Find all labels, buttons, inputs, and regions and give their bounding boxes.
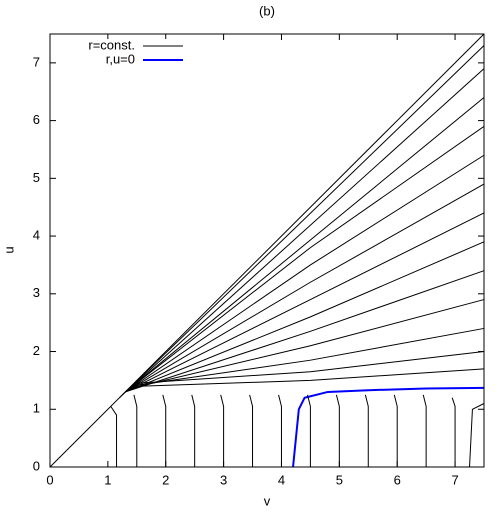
curve bbox=[125, 241, 485, 393]
x-tick-label: 0 bbox=[46, 472, 53, 487]
x-tick-label: 6 bbox=[394, 472, 401, 487]
legend-bg bbox=[75, 39, 195, 53]
y-axis-label: u bbox=[1, 246, 16, 253]
y-tick-label: 0 bbox=[33, 458, 40, 473]
curve bbox=[393, 394, 398, 467]
curve bbox=[119, 45, 485, 399]
curve bbox=[249, 394, 254, 467]
curve bbox=[162, 394, 167, 467]
curve bbox=[110, 406, 118, 467]
y-tick-label: 7 bbox=[33, 54, 40, 69]
curve bbox=[128, 299, 485, 390]
curve bbox=[49, 33, 485, 468]
curve bbox=[133, 394, 138, 467]
curve bbox=[136, 351, 485, 384]
curve bbox=[130, 327, 485, 387]
curve bbox=[451, 397, 456, 467]
curve bbox=[125, 212, 485, 393]
curve bbox=[292, 386, 485, 468]
y-tick-label: 1 bbox=[33, 401, 40, 416]
y-tick-label: 5 bbox=[33, 170, 40, 185]
y-tick-label: 2 bbox=[33, 343, 40, 358]
legend-label: r,u=0 bbox=[106, 51, 135, 66]
x-tick-label: 1 bbox=[104, 472, 111, 487]
curve bbox=[335, 394, 340, 467]
curve bbox=[124, 154, 485, 393]
curve bbox=[124, 97, 485, 393]
curve bbox=[124, 125, 485, 393]
chart-title: (b) bbox=[259, 3, 275, 18]
legend-label: r=const. bbox=[88, 37, 135, 52]
curve bbox=[307, 394, 311, 467]
curve bbox=[142, 368, 485, 387]
y-tick-label: 4 bbox=[33, 228, 40, 243]
curve bbox=[469, 403, 485, 468]
x-tick-label: 7 bbox=[451, 472, 458, 487]
plot-border bbox=[49, 33, 485, 468]
curve bbox=[125, 270, 485, 393]
y-tick-label: 6 bbox=[33, 112, 40, 127]
x-tick-label: 4 bbox=[278, 472, 285, 487]
x-tick-label: 3 bbox=[220, 472, 227, 487]
curve bbox=[220, 394, 225, 467]
x-axis-label: v bbox=[264, 493, 271, 508]
x-tick-label: 5 bbox=[336, 472, 343, 487]
curve bbox=[121, 68, 485, 396]
curve bbox=[191, 394, 196, 467]
curve bbox=[364, 394, 369, 467]
curve bbox=[124, 183, 485, 393]
legend-bg bbox=[75, 53, 195, 67]
curve bbox=[422, 394, 427, 467]
x-tick-label: 2 bbox=[162, 472, 169, 487]
y-tick-label: 3 bbox=[33, 285, 40, 300]
curve bbox=[278, 394, 282, 467]
